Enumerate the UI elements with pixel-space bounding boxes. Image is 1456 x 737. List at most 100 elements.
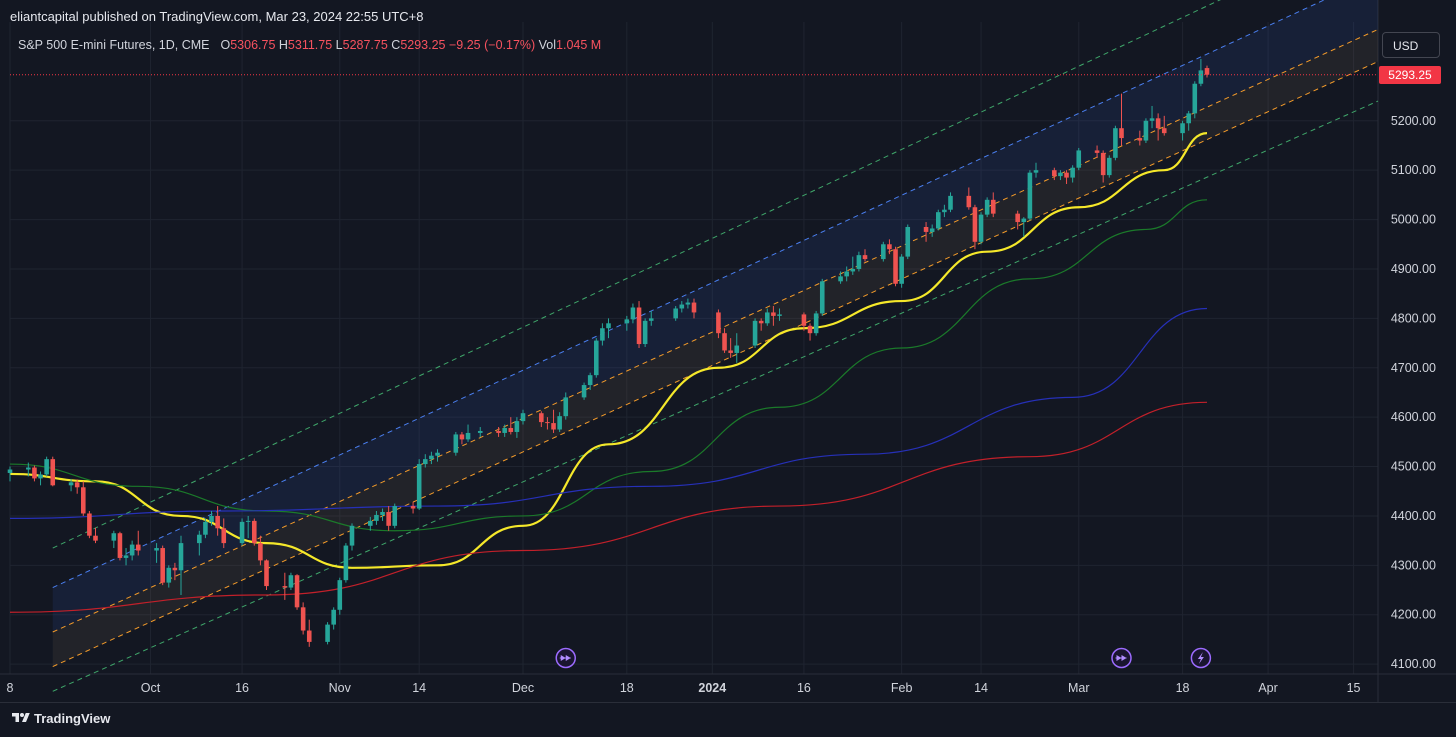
candle[interactable] (606, 318, 611, 339)
candle[interactable] (453, 431, 459, 456)
candle[interactable] (685, 298, 691, 309)
candle[interactable] (1070, 165, 1075, 183)
candle[interactable] (288, 572, 294, 591)
candle[interactable] (435, 449, 440, 462)
candle[interactable] (539, 411, 544, 428)
candle[interactable] (93, 527, 98, 544)
candle[interactable] (1094, 145, 1100, 158)
candle[interactable] (935, 209, 941, 231)
candle[interactable] (587, 372, 593, 390)
candle[interactable] (545, 417, 550, 430)
candle[interactable] (777, 308, 782, 321)
candle[interactable] (1100, 150, 1106, 183)
candle[interactable] (563, 392, 569, 420)
candle[interactable] (38, 471, 43, 486)
candle[interactable] (581, 382, 587, 400)
candle[interactable] (807, 323, 813, 341)
candle[interactable] (154, 543, 159, 563)
candle[interactable] (368, 516, 373, 531)
fast-forward-icon[interactable] (1111, 647, 1132, 669)
tradingview-logo-icon[interactable] (10, 711, 32, 725)
candle[interactable] (758, 318, 764, 331)
price-chart[interactable]: 4100.00 4200.00 4300.00 4400.00 4500.00 4600.… (0, 0, 1456, 702)
price-axis[interactable]: 4100.00 4200.00 4300.00 4400.00 4500.00 4600.… (1391, 114, 1436, 671)
candle[interactable] (899, 254, 904, 288)
candle[interactable] (978, 212, 984, 245)
candle[interactable] (716, 309, 721, 339)
candle[interactable] (1204, 65, 1210, 78)
candle[interactable] (734, 333, 740, 363)
candle[interactable] (673, 306, 678, 321)
candle[interactable] (502, 424, 507, 437)
candle[interactable] (990, 192, 996, 218)
candle[interactable] (87, 511, 92, 539)
candle[interactable] (508, 417, 514, 435)
candle[interactable] (251, 518, 257, 546)
candle[interactable] (111, 530, 117, 549)
candle[interactable] (129, 540, 135, 561)
candle[interactable] (801, 312, 807, 331)
candle[interactable] (630, 303, 636, 324)
candle[interactable] (306, 619, 312, 647)
candle[interactable] (1198, 59, 1204, 87)
candle[interactable] (1161, 115, 1167, 136)
candle[interactable] (282, 572, 288, 600)
candle[interactable] (1015, 210, 1020, 230)
candle[interactable] (1058, 170, 1063, 181)
candle[interactable] (239, 518, 245, 546)
candle[interactable] (7, 466, 13, 482)
candle[interactable] (942, 204, 947, 218)
candle[interactable] (50, 456, 56, 487)
candle[interactable] (331, 607, 336, 630)
candle[interactable] (80, 481, 86, 516)
candle[interactable] (850, 256, 856, 275)
candle[interactable] (1027, 170, 1033, 221)
time-axis[interactable]: 8 Oct 16 Nov 14 Dec 18 2024 16 Feb 14 Mar 18 Apr 15 (7, 681, 1361, 695)
candle[interactable] (294, 574, 300, 610)
candle[interactable] (135, 530, 141, 556)
candle[interactable] (1180, 120, 1185, 141)
candle[interactable] (1076, 147, 1082, 171)
candle[interactable] (764, 308, 770, 326)
candle[interactable] (893, 246, 898, 287)
candle[interactable] (624, 315, 630, 331)
candle[interactable] (984, 197, 990, 218)
lightning-icon[interactable] (1190, 647, 1212, 669)
candle[interactable] (215, 506, 220, 536)
candle[interactable] (881, 241, 886, 262)
candle[interactable] (477, 427, 483, 437)
candle[interactable] (1143, 118, 1149, 144)
currency-button[interactable]: USD (1382, 32, 1440, 58)
candle[interactable] (429, 451, 434, 465)
candle[interactable] (197, 530, 202, 556)
candle[interactable] (648, 310, 654, 326)
candle[interactable] (593, 338, 599, 378)
candle[interactable] (551, 409, 556, 433)
candle[interactable] (386, 506, 391, 531)
candle[interactable] (123, 548, 129, 566)
candle[interactable] (1106, 155, 1112, 178)
candle[interactable] (813, 310, 819, 336)
candle[interactable] (722, 328, 727, 353)
candle[interactable] (374, 511, 379, 525)
candle[interactable] (392, 503, 398, 529)
candle[interactable] (514, 417, 520, 438)
candle[interactable] (862, 249, 868, 262)
symbol-title[interactable]: S&P 500 E-mini Futures, 1D, CME (18, 38, 210, 52)
candle[interactable] (209, 511, 214, 526)
candle[interactable] (1155, 113, 1161, 141)
candle[interactable] (160, 545, 165, 586)
candle[interactable] (838, 271, 843, 284)
candle[interactable] (642, 318, 648, 348)
candle[interactable] (459, 431, 465, 445)
candle[interactable] (422, 454, 428, 468)
candle[interactable] (600, 323, 605, 346)
candle[interactable] (1064, 170, 1069, 185)
candle[interactable] (68, 478, 74, 492)
candlesticks[interactable] (7, 59, 1210, 647)
candle[interactable] (349, 523, 355, 551)
candle[interactable] (343, 543, 349, 583)
candle[interactable] (679, 301, 685, 313)
candle[interactable] (1113, 125, 1118, 161)
candle[interactable] (416, 459, 422, 511)
